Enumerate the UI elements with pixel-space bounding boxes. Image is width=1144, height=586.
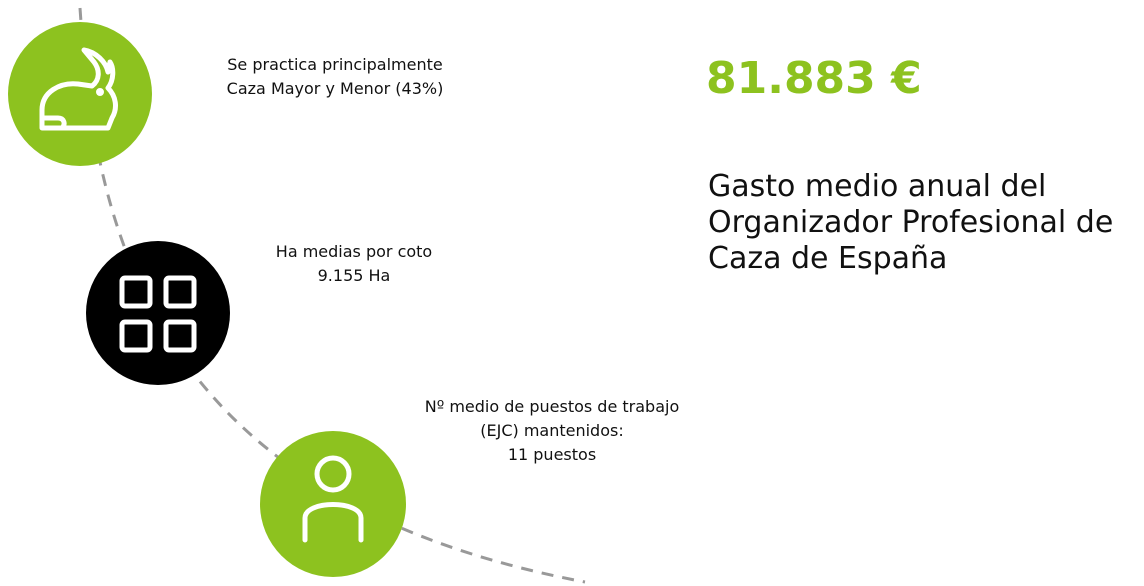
highlight-value: 81.883 € bbox=[706, 53, 922, 104]
hunting-icon bbox=[8, 22, 152, 166]
highlight-description: Caza de España bbox=[708, 241, 947, 276]
item-text: Ha medias por coto bbox=[276, 242, 432, 261]
item-text: 11 puestos bbox=[508, 445, 596, 464]
highlight-description: Organizador Profesional de bbox=[708, 205, 1113, 240]
item-text: 9.155 Ha bbox=[318, 266, 391, 285]
person-icon bbox=[260, 431, 406, 577]
item-text: Caza Mayor y Menor (43%) bbox=[227, 79, 444, 98]
area-icon bbox=[86, 241, 230, 385]
highlight-description: Gasto medio anual del bbox=[708, 169, 1046, 204]
item-text: (EJC) mantenidos: bbox=[480, 421, 623, 440]
item-text: Se practica principalmente bbox=[227, 55, 442, 74]
item-text: Nº medio de puestos de trabajo bbox=[425, 397, 679, 416]
